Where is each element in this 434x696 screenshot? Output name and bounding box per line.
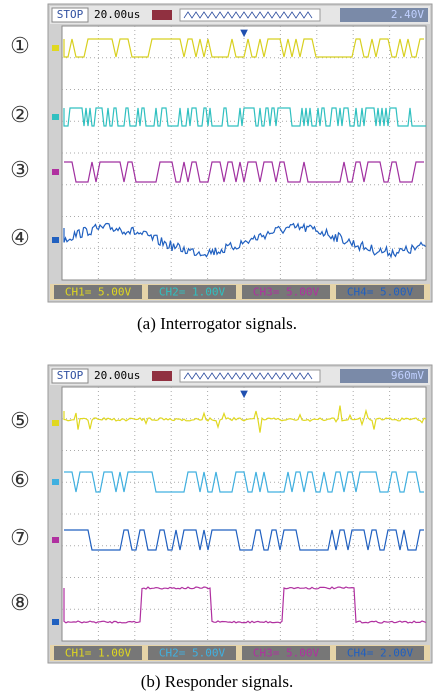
- trace-label: ①: [10, 33, 30, 58]
- timebase: 20.00us: [94, 8, 140, 21]
- channel-marker: [52, 114, 59, 120]
- channel-scale: CH1= 1.00V: [65, 647, 132, 660]
- trace-label: ②: [10, 102, 30, 127]
- trace-label: ⑧: [10, 590, 30, 615]
- channel-scale: CH3= 5.00V: [253, 286, 320, 299]
- trigger-level: 960mV: [391, 369, 424, 382]
- trace-label: ⑥: [10, 467, 30, 492]
- channel-marker: [52, 537, 59, 543]
- trace-label: ⑦: [10, 525, 30, 550]
- channel-marker: [52, 619, 59, 625]
- channel-scale: CH2= 5.00V: [159, 647, 226, 660]
- caption: (a) Interrogator signals.: [137, 314, 297, 333]
- channel-marker: [52, 169, 59, 175]
- figure: STOP 20.00us 2.40V ▼ ① ② ③ ④ CH1= 5.00V CH2= 1.00…: [0, 0, 434, 696]
- trace-label: ④: [10, 225, 30, 250]
- run-state: STOP: [57, 369, 84, 382]
- channel-scale: CH4= 5.00V: [347, 286, 414, 299]
- memory-icon: [152, 371, 172, 381]
- run-state: STOP: [57, 8, 84, 21]
- channel-scale: CH3= 5.00V: [253, 647, 320, 660]
- channel-scale: CH4= 2.00V: [347, 647, 414, 660]
- caption: (b) Responder signals.: [141, 672, 294, 691]
- trigger-level: 2.40V: [391, 8, 424, 21]
- channel-scale: CH2= 1.00V: [159, 286, 226, 299]
- channel-marker: [52, 45, 59, 51]
- trace-label: ③: [10, 157, 30, 182]
- channel-marker: [52, 237, 59, 243]
- screen: [62, 387, 426, 641]
- trigger-marker: ▼: [238, 25, 251, 40]
- memory-icon: [152, 10, 172, 20]
- trigger-marker: ▼: [238, 386, 251, 401]
- channel-marker: [52, 420, 59, 426]
- timebase: 20.00us: [94, 369, 140, 382]
- channel-marker: [52, 479, 59, 485]
- trace-label: ⑤: [10, 408, 30, 433]
- channel-scale: CH1= 5.00V: [65, 286, 132, 299]
